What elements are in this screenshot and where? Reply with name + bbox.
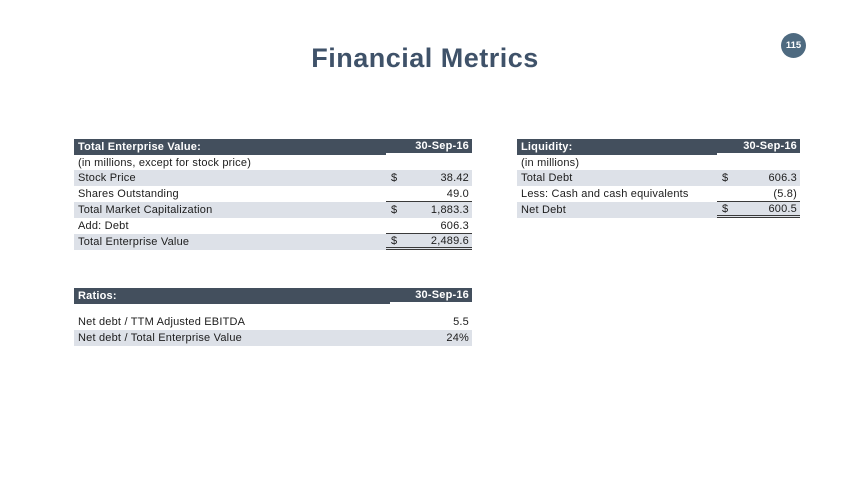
table-total-enterprise-value: Total Enterprise Value: 30-Sep-16 (in mill… [74, 139, 472, 250]
row-label: Net debt / TTM Adjusted EBITDA [78, 316, 246, 328]
table-header: Total Enterprise Value: 30-Sep-16 [74, 139, 472, 155]
row-value: 1,883.3 [430, 204, 469, 216]
table-row: Total Market Capitalization $1,883.3 [74, 202, 472, 218]
note-row: (in millions, except for stock price) [74, 155, 472, 170]
amount-group: 49.0 [386, 186, 472, 202]
dollar-sign: $ [722, 202, 729, 215]
table-liquidity: Liquidity: 30-Sep-16 (in millions) Total De… [517, 139, 800, 218]
row-value: 600.5 [768, 202, 797, 215]
row-label: Total Enterprise Value [78, 236, 190, 248]
spacer-row [74, 304, 472, 314]
amount-group: (5.8) [717, 186, 800, 202]
note-row: (in millions) [517, 155, 800, 170]
amount-group: 24% [390, 330, 472, 346]
dollar-sign: $ [391, 234, 398, 247]
table-header: Ratios: 30-Sep-16 [74, 288, 472, 304]
page-title: Financial Metrics [311, 43, 539, 73]
amount-group: $38.42 [386, 170, 472, 186]
row-value: 606.3 [440, 219, 469, 232]
header-label: Total Enterprise Value: [78, 141, 201, 153]
amount-group: 5.5 [390, 314, 472, 330]
table-row: Net debt / TTM Adjusted EBITDA 5.5 [74, 314, 472, 330]
row-value: 5.5 [453, 316, 469, 328]
row-label: Total Debt [521, 172, 573, 184]
table-row: Shares Outstanding 49.0 [74, 186, 472, 202]
page-number-badge: 115 [781, 33, 806, 58]
table-row: Stock Price $38.42 [74, 170, 472, 186]
header-date: 30-Sep-16 [415, 289, 469, 301]
row-value: 2,489.6 [430, 234, 469, 247]
table-row: Add: Debt 606.3 [74, 218, 472, 234]
header-date-group: 30-Sep-16 [390, 288, 472, 304]
table-row: Net Debt $600.5 [517, 202, 800, 218]
table-header: Liquidity: 30-Sep-16 [517, 139, 800, 155]
table-ratios: Ratios: 30-Sep-16 Net debt / TTM Adjusted … [74, 288, 472, 346]
header-label: Ratios: [78, 290, 117, 302]
table-row: Less: Cash and cash equivalents (5.8) [517, 186, 800, 202]
table-row: Total Debt $606.3 [517, 170, 800, 186]
row-value: 38.42 [440, 172, 469, 184]
header-label: Liquidity: [521, 141, 573, 153]
amount-group: $1,883.3 [386, 202, 472, 218]
row-value: 606.3 [768, 172, 797, 184]
amount-group: $600.5 [717, 202, 800, 218]
row-label: Add: Debt [78, 220, 129, 232]
row-label: Stock Price [78, 172, 136, 184]
amount-group: $606.3 [717, 170, 800, 186]
amount-group: $2,489.6 [386, 234, 472, 250]
header-date: 30-Sep-16 [415, 140, 469, 152]
dollar-sign: $ [391, 172, 398, 184]
row-label: Less: Cash and cash equivalents [521, 188, 689, 200]
row-value: 49.0 [446, 187, 469, 200]
header-date-group: 30-Sep-16 [386, 139, 472, 155]
row-label: Shares Outstanding [78, 188, 179, 200]
table-row: Net debt / Total Enterprise Value 24% [74, 330, 472, 346]
row-label: Net Debt [521, 204, 567, 216]
row-label: Net debt / Total Enterprise Value [78, 332, 242, 344]
note-text: (in millions, except for stock price) [78, 156, 252, 169]
header-date: 30-Sep-16 [743, 140, 797, 152]
dollar-sign: $ [722, 172, 729, 184]
header-date-group: 30-Sep-16 [717, 139, 800, 155]
amount-group: 606.3 [386, 218, 472, 234]
row-value: 24% [446, 332, 469, 344]
note-text: (in millions) [521, 156, 580, 169]
table-row: Total Enterprise Value $2,489.6 [74, 234, 472, 250]
row-value: (5.8) [773, 187, 797, 200]
dollar-sign: $ [391, 204, 398, 216]
row-label: Total Market Capitalization [78, 204, 213, 216]
